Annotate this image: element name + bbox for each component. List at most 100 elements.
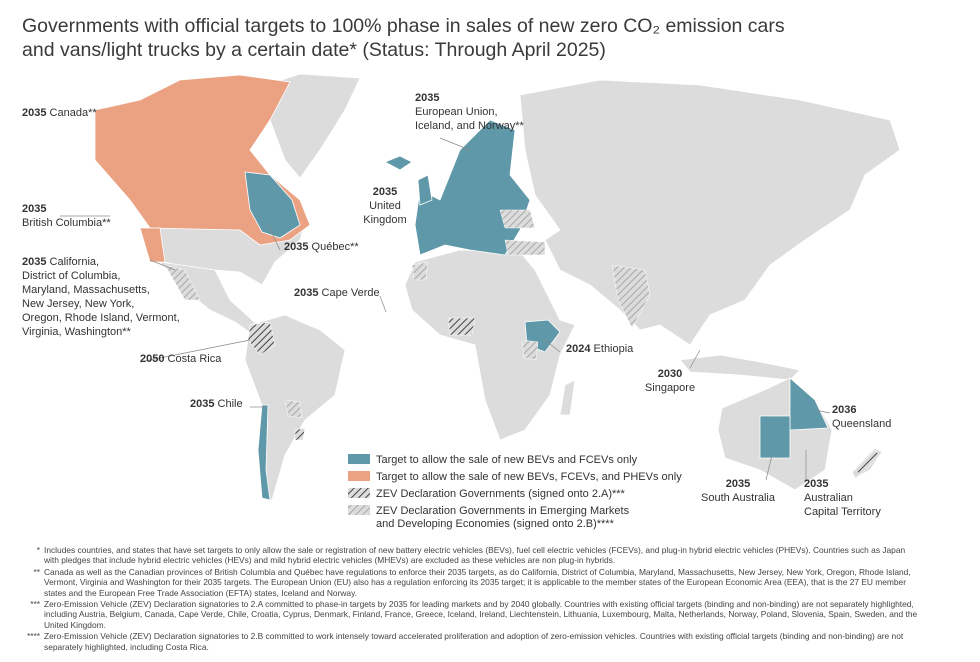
annotation-year: 2035 xyxy=(415,92,439,104)
south-australia-region xyxy=(759,415,791,459)
legend-label: ZEV Declaration Governments (signed onto… xyxy=(376,488,626,500)
annotation: 2035 British Columbia** xyxy=(22,203,111,229)
annotation: 2036 Queensland xyxy=(832,404,891,430)
annotation-label: European Union, xyxy=(415,106,498,118)
asia xyxy=(519,79,901,346)
annotation: 2035 South Australia xyxy=(701,478,776,504)
annotation-line: Singapore xyxy=(645,382,695,394)
annotation-year: 2050 xyxy=(140,353,164,365)
annotation-label: United xyxy=(369,200,401,212)
europe-region xyxy=(414,119,531,256)
annotation-year: 2030 xyxy=(658,368,682,380)
chile-region xyxy=(257,404,271,501)
legend-item: ZEV Declaration Governments in Emerging … xyxy=(348,505,630,530)
annotation: 2024 Ethiopia xyxy=(566,343,634,355)
annotation-year: 2035 xyxy=(726,478,750,490)
footnote: **** Zero-Emission Vehicle (ZEV) Declarat… xyxy=(20,631,920,652)
annotation: 2035 California, District of Columbia, Mar… xyxy=(22,256,180,338)
annotation-year: 2035 xyxy=(22,107,46,119)
annotation-year: 2035 xyxy=(22,256,46,268)
footnote-text: Zero-Emission Vehicle (ZEV) Declaration … xyxy=(44,631,904,652)
footnote: * Includes countries, and states that hav… xyxy=(20,545,920,566)
annotation-line: 2035 California, xyxy=(22,256,99,268)
annotation-label: Queensland xyxy=(832,418,891,430)
title: Governments with official targets to 100… xyxy=(22,15,785,61)
target-regions xyxy=(94,74,829,501)
annotation-year: 2035 xyxy=(22,203,46,215)
madagascar xyxy=(559,379,576,416)
annotation-label: Québec** xyxy=(312,241,360,253)
annotation-year: 2036 xyxy=(832,404,856,416)
annotation-line: 2024 Ethiopia xyxy=(566,343,634,355)
annotation-label: Iceland, and Norway** xyxy=(415,120,525,132)
legend-swatch xyxy=(348,488,370,498)
annotation: 2030 Singapore xyxy=(645,368,695,394)
zev-2a-area xyxy=(247,321,276,356)
zev-2b-area xyxy=(499,209,536,229)
zev-2b-area xyxy=(504,239,546,256)
annotation-line: 2035 Canada** xyxy=(22,107,97,119)
legend-item: Target to allow the sale of new BEVs and… xyxy=(348,454,638,466)
uk-region xyxy=(417,174,433,206)
annotation-label: Canada** xyxy=(50,107,98,119)
legend-label: Target to allow the sale of new BEVs, FC… xyxy=(376,471,682,483)
annotation-label: Cape Verde xyxy=(322,287,380,299)
annotation-year: 2035 xyxy=(190,398,214,410)
annotation-year: 2035 xyxy=(284,241,308,253)
annotation: 2050 Costa Rica xyxy=(140,353,222,365)
annotation-line: 2035 Cape Verde xyxy=(294,287,380,299)
leaders xyxy=(60,137,831,481)
legend-swatch xyxy=(348,471,370,481)
annotation-line: District of Columbia, xyxy=(22,270,120,282)
zev-2a-area xyxy=(294,427,306,441)
annotation: 2035 Cape Verde xyxy=(294,287,380,299)
annotation-label: Ethiopia xyxy=(594,343,635,355)
footnote-marker: * xyxy=(36,545,40,555)
annotation: 2035 United Kingdom xyxy=(363,186,406,226)
annotation: 2035 European Union, Iceland, and Norway** xyxy=(415,92,525,132)
indonesia xyxy=(679,354,801,381)
annotation-line: Oregon, Rhode Island, Vermont, xyxy=(22,312,180,324)
zev-2a-area xyxy=(447,317,476,336)
footnote: *** Zero-Emission Vehicle (ZEV) Declarati… xyxy=(20,599,920,630)
annotation-line: Virginia, Washington** xyxy=(22,326,132,338)
annotation-label: Singapore xyxy=(645,382,695,394)
annotation-year: 2035 xyxy=(373,186,397,198)
annotation-label: Kingdom xyxy=(363,214,406,226)
iceland-region xyxy=(384,155,413,171)
legend-item: ZEV Declaration Governments (signed onto… xyxy=(348,488,626,500)
annotation-label: Chile xyxy=(218,398,243,410)
legend-label: and Developing Economies (signed onto 2.… xyxy=(376,518,615,530)
legend-label: Target to allow the sale of new BEVs and… xyxy=(376,454,638,466)
annotation-line: Queensland xyxy=(832,418,891,430)
annotation-line: Capital Territory xyxy=(804,506,881,518)
annotation-label: California, xyxy=(50,256,100,268)
annotation-line: Maryland, Massachusetts, xyxy=(22,284,150,296)
annotation-label: South Australia xyxy=(701,492,776,504)
annotation-line: European Union, xyxy=(415,106,498,118)
annotation-line: United xyxy=(369,200,401,212)
annotation-year: 2024 xyxy=(566,343,591,355)
zev-regions xyxy=(164,209,881,476)
footnote-marker: **** xyxy=(26,631,40,642)
legend-label: ZEV Declaration Governments in Emerging … xyxy=(376,505,630,517)
annotation-label: New Jersey, New York, xyxy=(22,298,134,310)
annotation-label: District of Columbia, xyxy=(22,270,120,282)
quebec-region xyxy=(244,171,301,239)
annotation: 2035 Canada** xyxy=(22,107,97,119)
annotation-label: Oregon, Rhode Island, Vermont, xyxy=(22,312,180,324)
zev-2b-area xyxy=(164,264,201,301)
annotation-line: 2050 Costa Rica xyxy=(140,353,222,365)
annotation-label: Virginia, Washington** xyxy=(22,326,132,338)
legend-item: Target to allow the sale of new BEVs, FC… xyxy=(348,471,682,483)
zev-2b-area xyxy=(411,261,429,281)
us-states-region xyxy=(139,227,166,263)
footnotes: * Includes countries, and states that hav… xyxy=(20,545,920,653)
annotation-year: 2035 xyxy=(294,287,318,299)
annotation: 2035 Québec** xyxy=(284,241,359,253)
annotation-line: New Jersey, New York, xyxy=(22,298,134,310)
annotation: 2035 Australian Capital Territory xyxy=(804,478,881,518)
africa xyxy=(404,249,576,441)
annotation-line: 2035 Québec** xyxy=(284,241,359,253)
